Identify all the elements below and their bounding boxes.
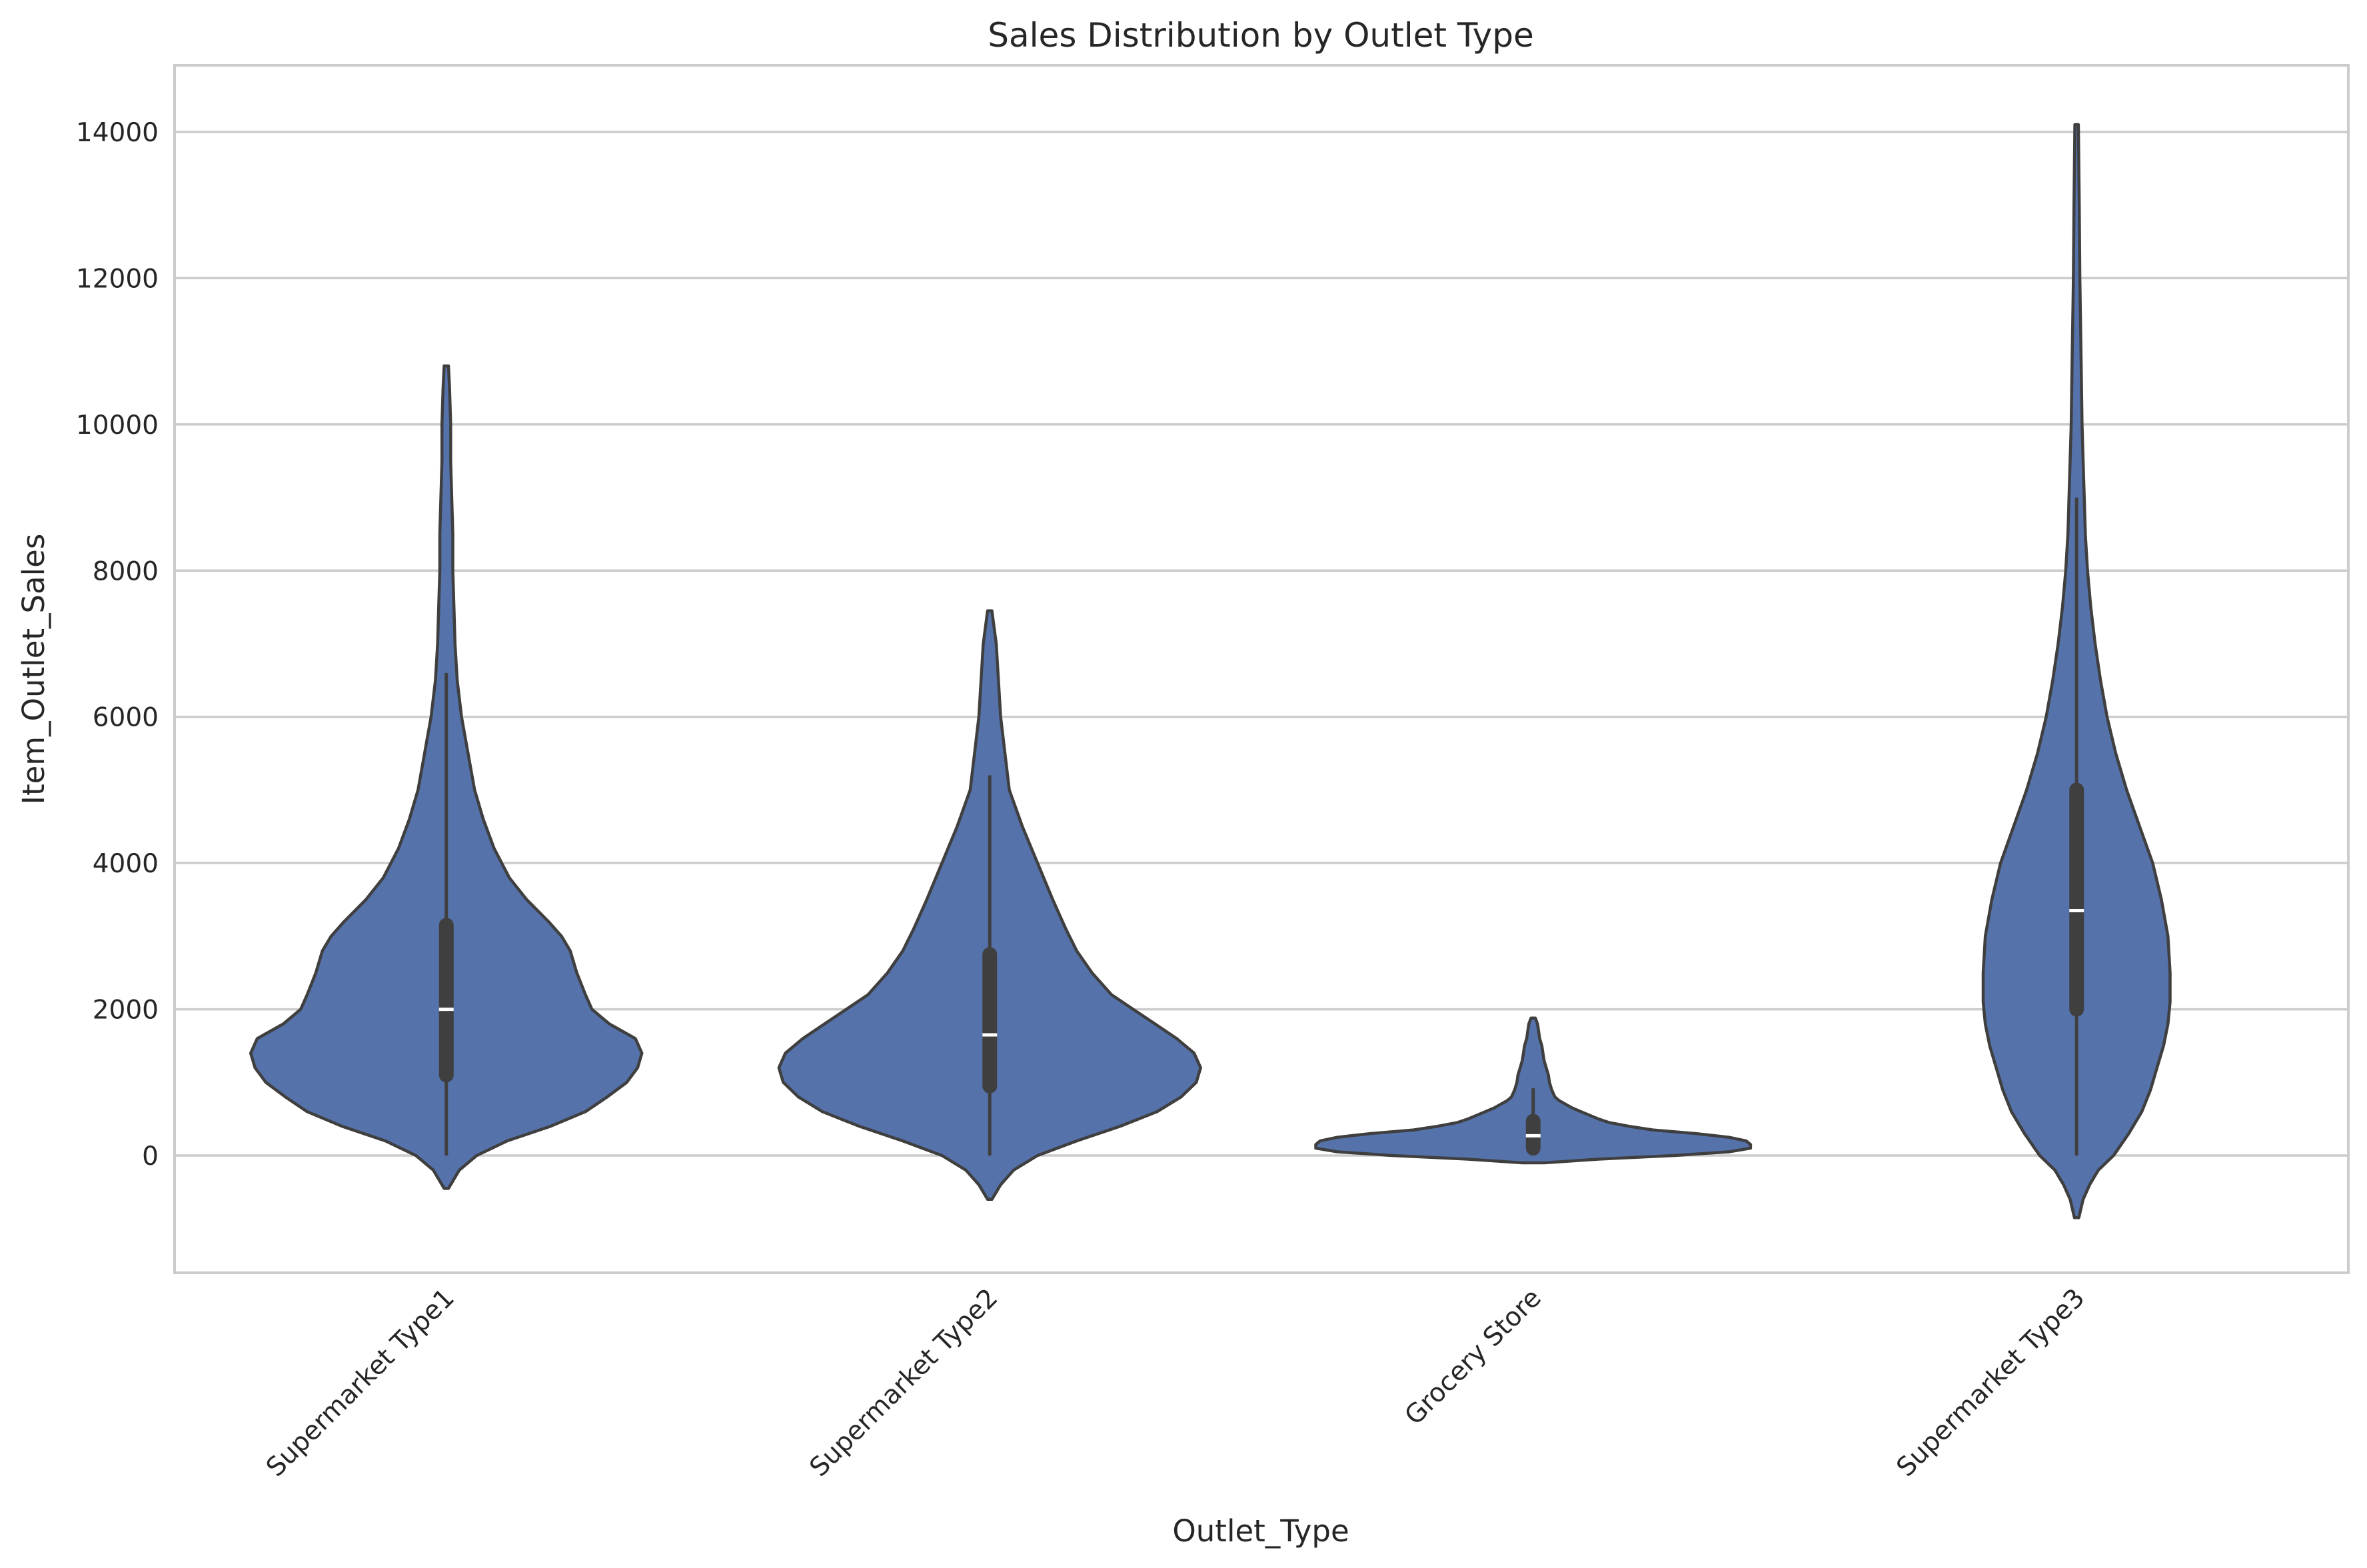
plot-frame [173, 64, 2350, 1274]
chart-title: Sales Distribution by Outlet Type [988, 16, 1533, 55]
violin-group [249, 364, 644, 1190]
y-tick-label: 12000 [76, 264, 159, 294]
y-tick-label: 8000 [93, 556, 159, 586]
violin-group [777, 609, 1202, 1201]
y-tick-label: 0 [142, 1142, 159, 1172]
violin-layer [249, 123, 2172, 1219]
y-tick-label: 6000 [93, 703, 159, 733]
y-tick-label: 4000 [93, 849, 159, 879]
violin-group [1981, 123, 2172, 1219]
x-tick-label: Grocery Store [1399, 1283, 1547, 1431]
violin-group [1314, 1016, 1753, 1165]
y-tick-label: 10000 [76, 410, 159, 440]
x-axis-label: Outlet_Type [1172, 1513, 1349, 1549]
x-tick-label: Supermarket Type2 [804, 1283, 1004, 1483]
y-axis-label: Item_Outlet_Sales [16, 534, 51, 805]
y-tick-labels: 0 2000 4000 6000 8000 10000 12000 14000 [76, 118, 159, 1172]
y-tick-label: 14000 [76, 118, 159, 148]
x-tick-label: Supermarket Type3 [1891, 1283, 2091, 1483]
x-tick-labels: Supermarket Type1 Supermarket Type2 Grocer… [261, 1283, 2090, 1483]
x-tick-label: Supermarket Type1 [261, 1283, 460, 1483]
y-tick-label: 2000 [93, 996, 159, 1026]
